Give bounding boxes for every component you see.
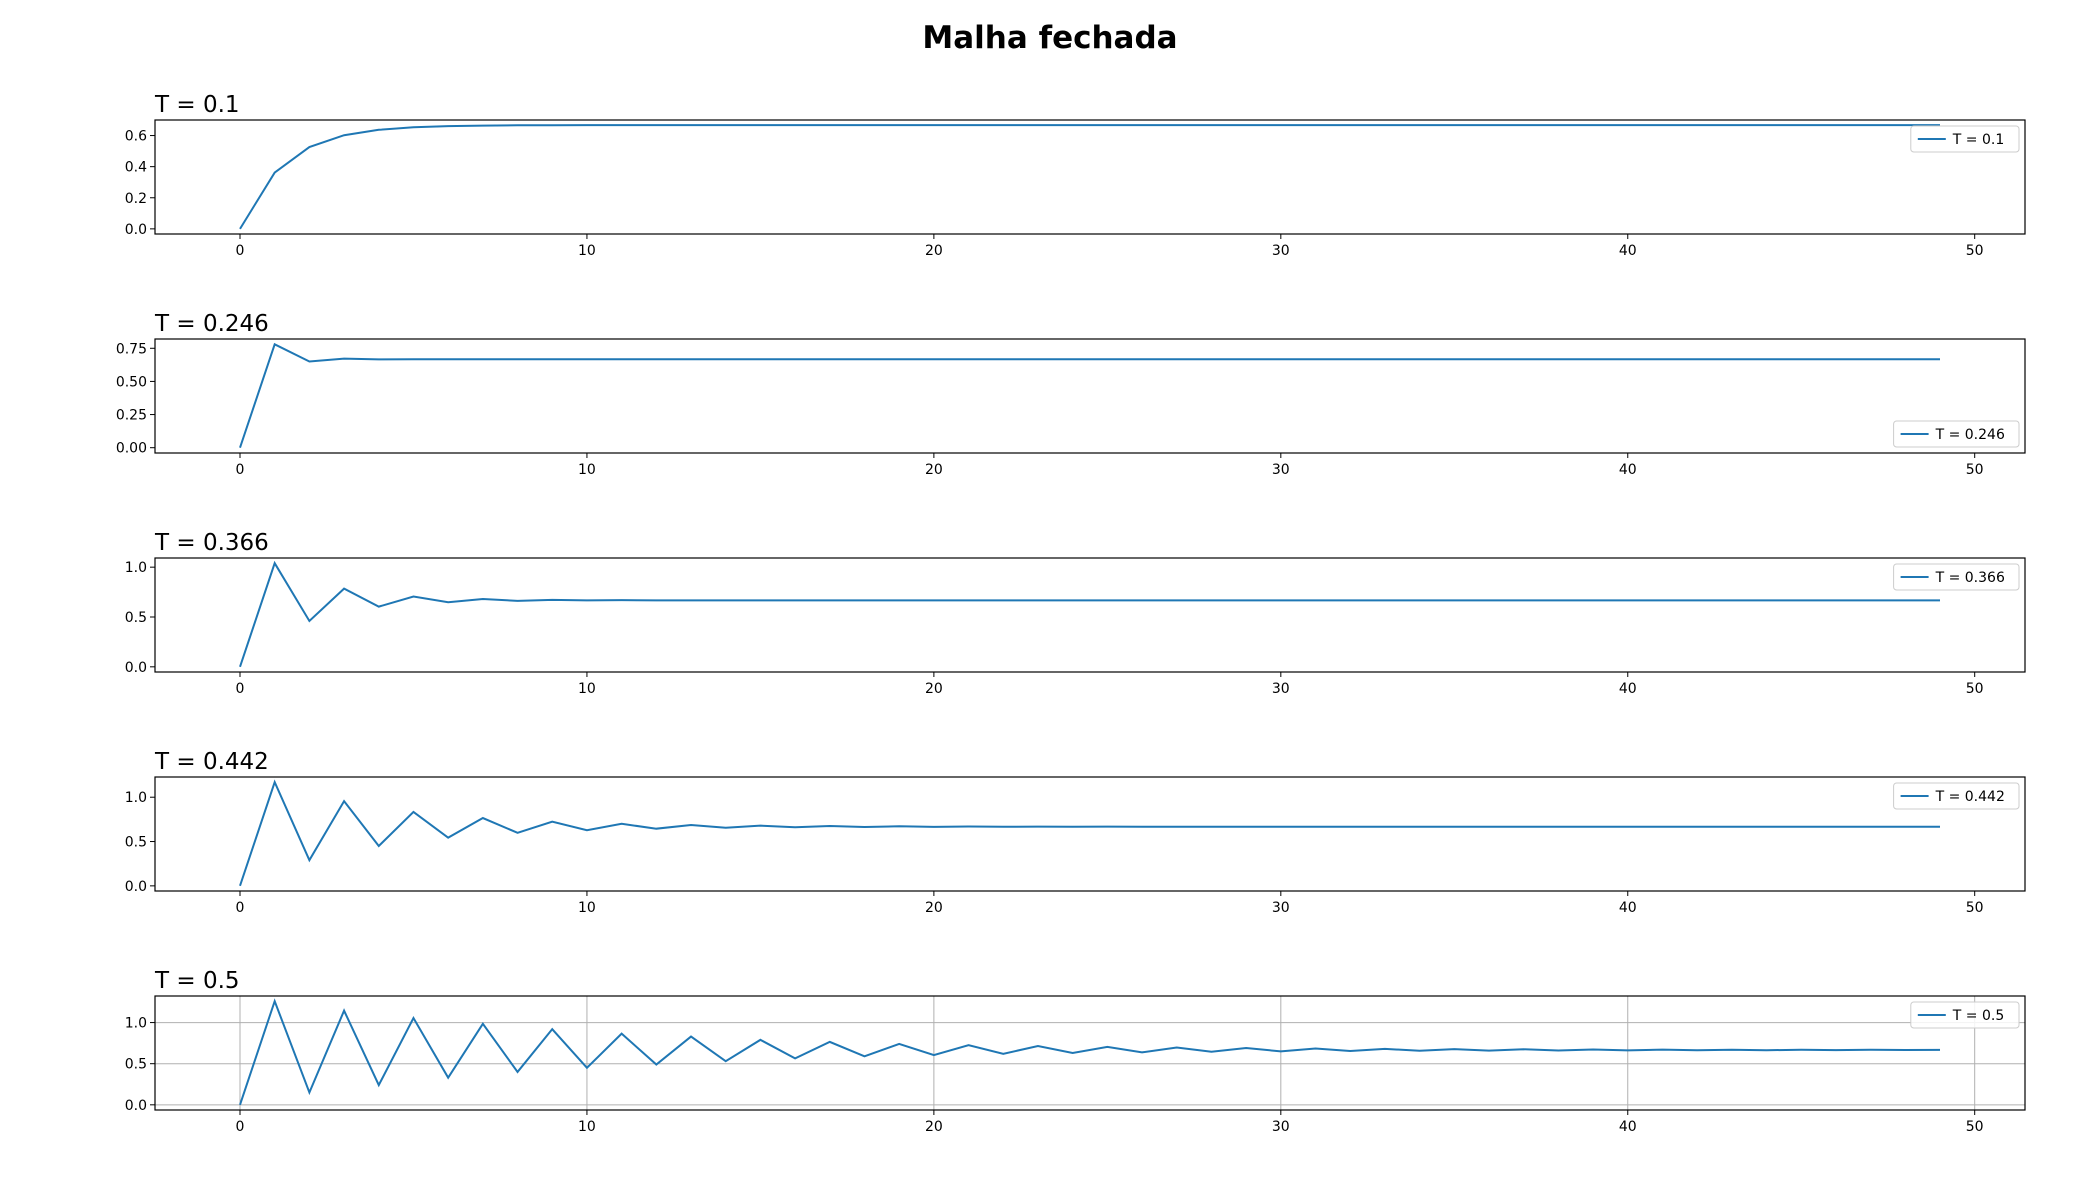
- y-tick-label: 0.75: [116, 341, 147, 357]
- legend-label: T = 0.246: [1935, 427, 2005, 443]
- subplots: T = 0.10 10 20 30 40 500.00.20.40.6 T = 0.1T =…: [116, 92, 2026, 1135]
- legend-box: [1910, 1001, 2020, 1029]
- x-tick-label: 50: [1966, 900, 1984, 916]
- x-tick-label: 40: [1619, 243, 1637, 259]
- x-tick-label: 0: [236, 1119, 245, 1135]
- subplot-title: T = 0.1: [154, 92, 240, 118]
- x-tick-label: 20: [925, 243, 943, 259]
- series-line: [239, 124, 1940, 230]
- legend-box: [1893, 782, 2020, 810]
- legend-label: T = 0.442: [1935, 789, 2005, 805]
- legend: T = 0.246: [1893, 420, 2020, 448]
- x-tick-label: 30: [1272, 681, 1290, 697]
- legend: T = 0.5: [1910, 1001, 2020, 1029]
- x-tick-label: 20: [925, 681, 943, 697]
- axes-frame: [154, 776, 2026, 892]
- x-tick-label: 50: [1966, 681, 1984, 697]
- legend-box: [1893, 420, 2020, 448]
- x-tick-label: 40: [1619, 681, 1637, 697]
- axes-frame: [154, 557, 2026, 673]
- x-tick-label: 10: [578, 1119, 596, 1135]
- y-tick-label: 1.0: [125, 1016, 147, 1032]
- y-tick-label: 0.0: [125, 222, 147, 238]
- legend-label: T = 0.5: [1952, 1008, 2004, 1024]
- legend: T = 0.442: [1893, 782, 2020, 810]
- x-tick-label: 40: [1619, 1119, 1637, 1135]
- x-tick-label: 10: [578, 900, 596, 916]
- subplot-title: T = 0.5: [154, 968, 240, 994]
- y-tick-label: 0.0: [125, 660, 147, 676]
- x-tick-label: 40: [1619, 900, 1637, 916]
- legend-label: T = 0.366: [1935, 570, 2005, 586]
- subplot-title: T = 0.246: [154, 311, 269, 337]
- x-tick-label: 50: [1966, 1119, 1984, 1135]
- subplot-5: T = 0.5 0 10 20 30 40 50 0.0 0.5 1.0 T = 0.5: [125, 968, 2026, 1135]
- x-tick-label: 50: [1966, 243, 1984, 259]
- y-tick-label: 1.0: [125, 790, 147, 806]
- x-tick-label: 0: [236, 462, 245, 478]
- x-tick-label: 20: [925, 1119, 943, 1135]
- legend: T = 0.1: [1910, 125, 2020, 153]
- x-tick-label: 30: [1272, 243, 1290, 259]
- x-tick-label: 0: [236, 243, 245, 259]
- y-tick-label: 0.50: [116, 374, 147, 390]
- y-tick-label: 0.0: [125, 879, 147, 895]
- subplot-title: T = 0.442: [154, 749, 269, 775]
- subplot-4: T = 0.442 0 10 20 30 40 50 0.0 0.5 1.0 T = 0.442: [125, 749, 2026, 916]
- x-tick-label: 0: [236, 681, 245, 697]
- x-tick-label: 10: [578, 681, 596, 697]
- x-tick-label: 10: [578, 462, 596, 478]
- legend: T = 0.366: [1893, 563, 2020, 591]
- subplot-title: T = 0.366: [154, 530, 269, 556]
- axes-frame: [154, 995, 2026, 1111]
- x-tick-label: 30: [1272, 462, 1290, 478]
- figure-title: Malha fechada: [922, 20, 1177, 56]
- axes-frame: [154, 119, 2026, 235]
- series-line: [239, 998, 1941, 1106]
- y-tick-label: 0.0: [125, 1098, 147, 1114]
- subplot-3: T = 0.366 0 10 20 30 40 50 0.0 0.5 1.0 T = 0.366: [125, 530, 2026, 697]
- y-tick-label: 0.00: [116, 441, 147, 457]
- subplot-1: T = 0.1 0 10 20 30 40 50 0.0 0.2 0.4 0.6 T = 0.1: [125, 92, 2026, 259]
- x-tick-label: 0: [236, 900, 245, 916]
- x-tick-label: 10: [578, 243, 596, 259]
- series-line: [239, 779, 1940, 887]
- x-tick-label: 20: [925, 900, 943, 916]
- x-tick-label: 20: [925, 462, 943, 478]
- x-tick-label: 30: [1272, 900, 1290, 916]
- legend-box: [1893, 563, 2020, 591]
- x-tick-label: 40: [1619, 462, 1637, 478]
- series-line: [239, 560, 1940, 668]
- y-tick-label: 0.5: [125, 835, 147, 851]
- axes-frame: [154, 338, 2026, 454]
- legend-label: T = 0.1: [1952, 132, 2004, 148]
- series-line: [239, 342, 1940, 449]
- y-tick-label: 0.4: [125, 160, 147, 176]
- y-tick-label: 1.0: [125, 560, 147, 576]
- legend-box: [1910, 125, 2020, 153]
- y-tick-label: 0.5: [125, 1057, 147, 1073]
- y-tick-label: 0.6: [125, 129, 147, 145]
- y-tick-label: 0.25: [116, 408, 147, 424]
- y-tick-label: 0.5: [125, 610, 147, 626]
- y-tick-label: 0.2: [125, 191, 147, 207]
- subplot-2: T = 0.246 0 10 20 30 40 50 0.00 0.25 0.50 0.75 T = …: [116, 311, 2026, 478]
- x-tick-label: 30: [1272, 1119, 1290, 1135]
- x-tick-label: 50: [1966, 462, 1984, 478]
